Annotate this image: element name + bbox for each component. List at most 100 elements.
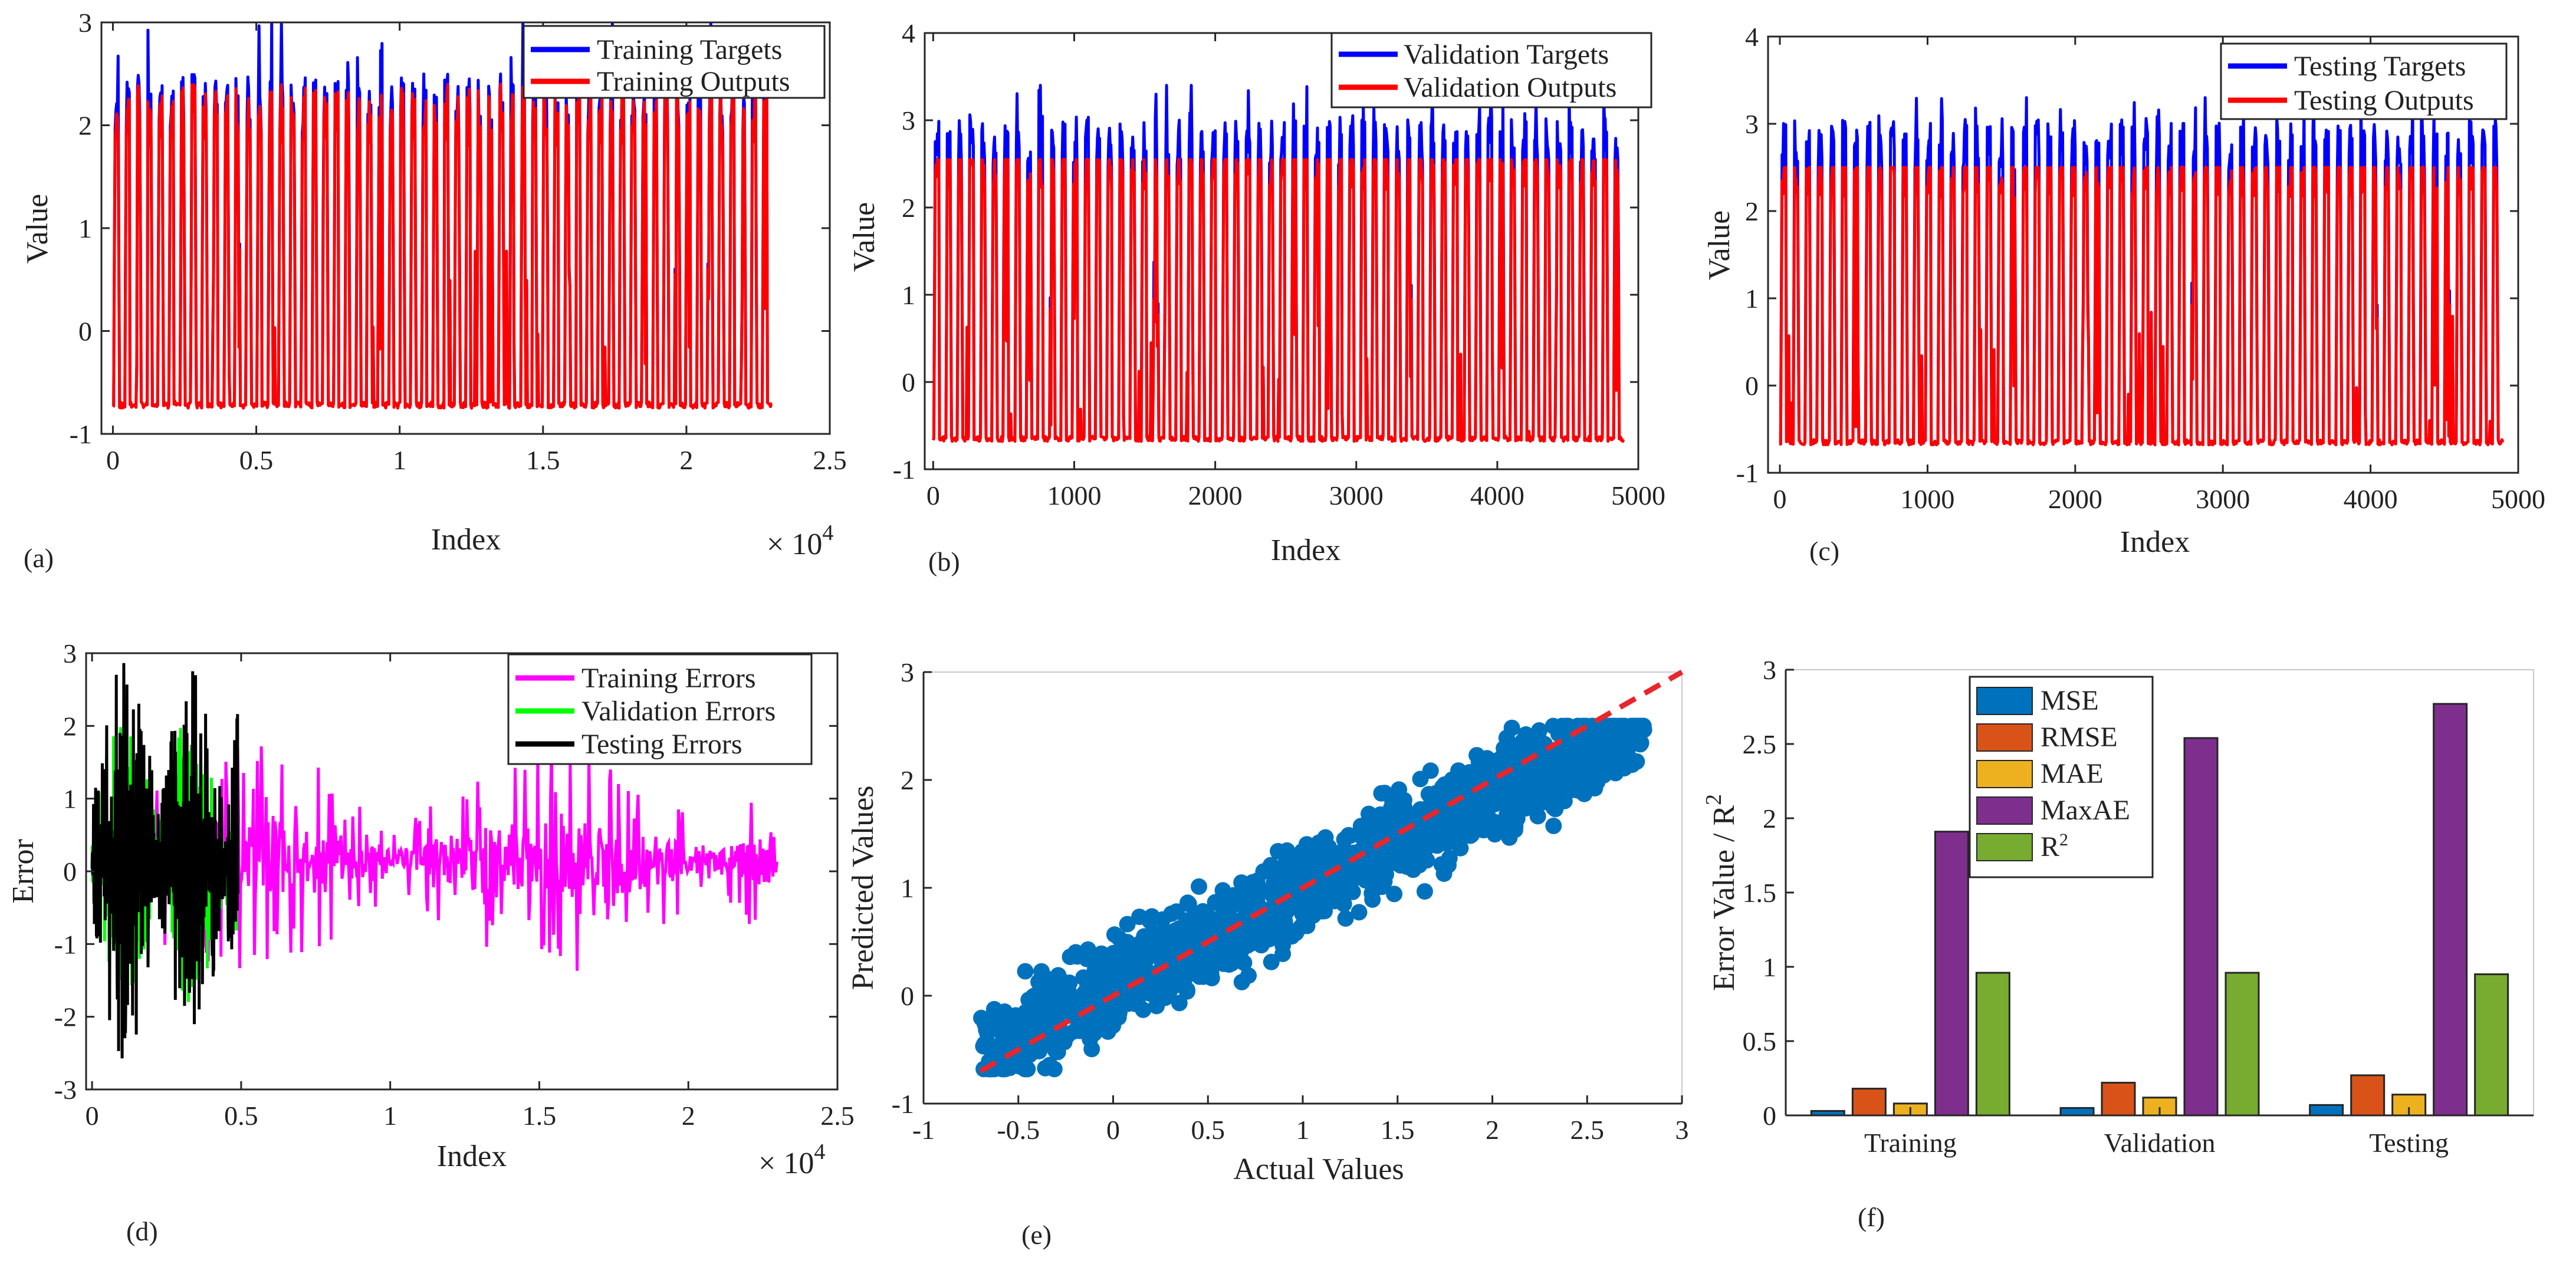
- scatter-point: [1167, 976, 1184, 993]
- scatter-point: [1096, 961, 1113, 978]
- series-line-validation-outputs: [931, 158, 1625, 443]
- x-tick-label: 1.5: [1381, 1115, 1415, 1145]
- scatter-point: [1531, 722, 1548, 739]
- y-tick-label: -1: [893, 455, 915, 485]
- x-tick-label: 1: [1296, 1115, 1310, 1145]
- scatter-point: [1075, 969, 1092, 986]
- panel-c-xlabel: Index: [2120, 525, 2190, 559]
- panel-e-ticks: -1 -0.5 0 0.5 1 1.5 2 2.5 3 -1 0 1 2 3: [892, 657, 1689, 1145]
- scatter-point: [1279, 842, 1296, 859]
- scatter-point: [1175, 930, 1192, 947]
- scatter-point: [1049, 1036, 1066, 1053]
- x-tick-label: 0: [926, 480, 940, 511]
- x-tick-label: 5000: [2491, 484, 2545, 514]
- panel-b-ticks: 0 1000 2000 3000 4000 5000 -1 0 1 2 3 4: [893, 18, 1665, 511]
- y-tick-label: 1.5: [1743, 878, 1777, 908]
- y-tick-label: 3: [78, 8, 92, 38]
- scatter-point: [1448, 828, 1465, 845]
- scatter-point: [1320, 846, 1337, 863]
- legend-swatch: [1976, 796, 2033, 825]
- scatter-point: [1527, 750, 1545, 767]
- panel-d-multiplier-base: × 10: [758, 1147, 814, 1180]
- scatter-point: [1106, 926, 1123, 943]
- bar-training-maxae: [1934, 831, 1969, 1117]
- scatter-point: [1030, 973, 1047, 990]
- scatter-point: [1511, 794, 1528, 811]
- scatter-point: [1119, 916, 1136, 933]
- y-tick-label: 3: [901, 657, 914, 687]
- scatter-point: [1337, 910, 1354, 927]
- legend-swatch: [1976, 723, 2033, 752]
- x-tick-label: 0: [86, 1101, 99, 1131]
- y-tick-label: 2: [901, 765, 914, 795]
- scatter-point: [1223, 954, 1240, 972]
- panel-d-ticks: 0 0.5 1 1.5 2 2.5 -3 -2 -1 0 1 2 3: [54, 638, 855, 1131]
- panel-f-plot-area: [1810, 703, 2509, 1117]
- x-tick-label: 2: [1486, 1115, 1499, 1145]
- scatter-point: [1386, 885, 1403, 903]
- x-tick-label: 0: [106, 445, 120, 475]
- panel-a-multiplier: × 104: [767, 521, 833, 561]
- panel-a-label: (a): [24, 543, 54, 573]
- scatter-point: [1602, 717, 1619, 735]
- scatter-point: [1459, 776, 1476, 793]
- scatter-point: [1563, 744, 1581, 761]
- panel-a-ylabel: Value: [21, 194, 54, 264]
- panel-f-ticks: Training Validation Testing 0 0.5 1 1.5 2 2.5 3: [1743, 655, 2449, 1158]
- scatter-point: [1157, 989, 1174, 1006]
- panel-c-axes-box: [1767, 35, 2519, 474]
- legend-entry: MSE: [2041, 685, 2099, 716]
- y-tick-label: 0: [902, 367, 915, 397]
- scatter-point: [1488, 752, 1505, 769]
- scatter-point: [1087, 1019, 1104, 1036]
- scatter-point: [1017, 1004, 1034, 1021]
- identity-line: [979, 670, 1684, 1074]
- x-tick-label: 0.5: [1191, 1115, 1225, 1145]
- panel-e-plot-area: [973, 670, 1684, 1078]
- panel-d-label: (d): [126, 1216, 158, 1246]
- panel-e-ylabel: Predicted Values: [846, 785, 880, 990]
- scatter-point: [1326, 893, 1343, 910]
- scatter-point: [1202, 964, 1220, 982]
- legend-entry: MAE: [2041, 758, 2104, 789]
- panel-f-ylabel: Error Value / R2: [1701, 794, 1741, 991]
- scatter-point: [1428, 788, 1445, 805]
- y-tick-label: 1: [901, 873, 914, 903]
- y-tick-label: 2: [1763, 804, 1776, 834]
- scatter-point: [1623, 717, 1640, 735]
- panel-b-legend: Validation Targets Validation Outputs: [1330, 32, 1652, 108]
- legend-swatch: [1976, 760, 2033, 788]
- y-tick-label: -1: [892, 1089, 914, 1119]
- x-category-label: Training: [1864, 1128, 1957, 1158]
- scatter-point: [1207, 894, 1224, 911]
- bar-testing-maxae: [2433, 703, 2468, 1117]
- legend-swatch: [1976, 833, 2033, 861]
- scatter-point: [1141, 938, 1158, 954]
- x-tick-label: 1.5: [523, 1101, 557, 1131]
- scatter-point: [1235, 916, 1252, 933]
- x-tick-label: 5000: [1611, 480, 1665, 511]
- x-tick-label: 2.5: [1570, 1115, 1605, 1145]
- legend-entry: Training Outputs: [597, 66, 790, 97]
- scatter-point: [1188, 943, 1205, 960]
- scatter-point: [973, 1009, 990, 1026]
- y-tick-label: 3: [1763, 655, 1776, 685]
- scatter-point: [1548, 756, 1565, 773]
- y-tick-label: 0: [1745, 371, 1759, 401]
- x-tick-label: 4000: [2344, 484, 2398, 514]
- y-tick-label: 1: [78, 213, 92, 243]
- scatter-point: [1236, 954, 1253, 972]
- panel-e-label: (e): [1021, 1220, 1052, 1250]
- panel-e-xlabel: Actual Values: [1233, 1153, 1404, 1186]
- panel-d-multiplier-exp: 4: [814, 1140, 825, 1164]
- scatter-point: [1046, 1061, 1063, 1078]
- legend-entry: Validation Outputs: [1404, 72, 1616, 103]
- y-tick-label: 4: [902, 18, 915, 48]
- panel-d-legend: Training Errors Validation Errors Testin…: [507, 653, 813, 765]
- panel-c-legend: Testing Targets Testing Outputs: [2220, 42, 2508, 120]
- y-tick-label: 0: [63, 857, 77, 887]
- series-line-training-outputs: [111, 83, 773, 410]
- y-tick-label: 1: [902, 280, 915, 310]
- scatter-point: [1444, 771, 1461, 788]
